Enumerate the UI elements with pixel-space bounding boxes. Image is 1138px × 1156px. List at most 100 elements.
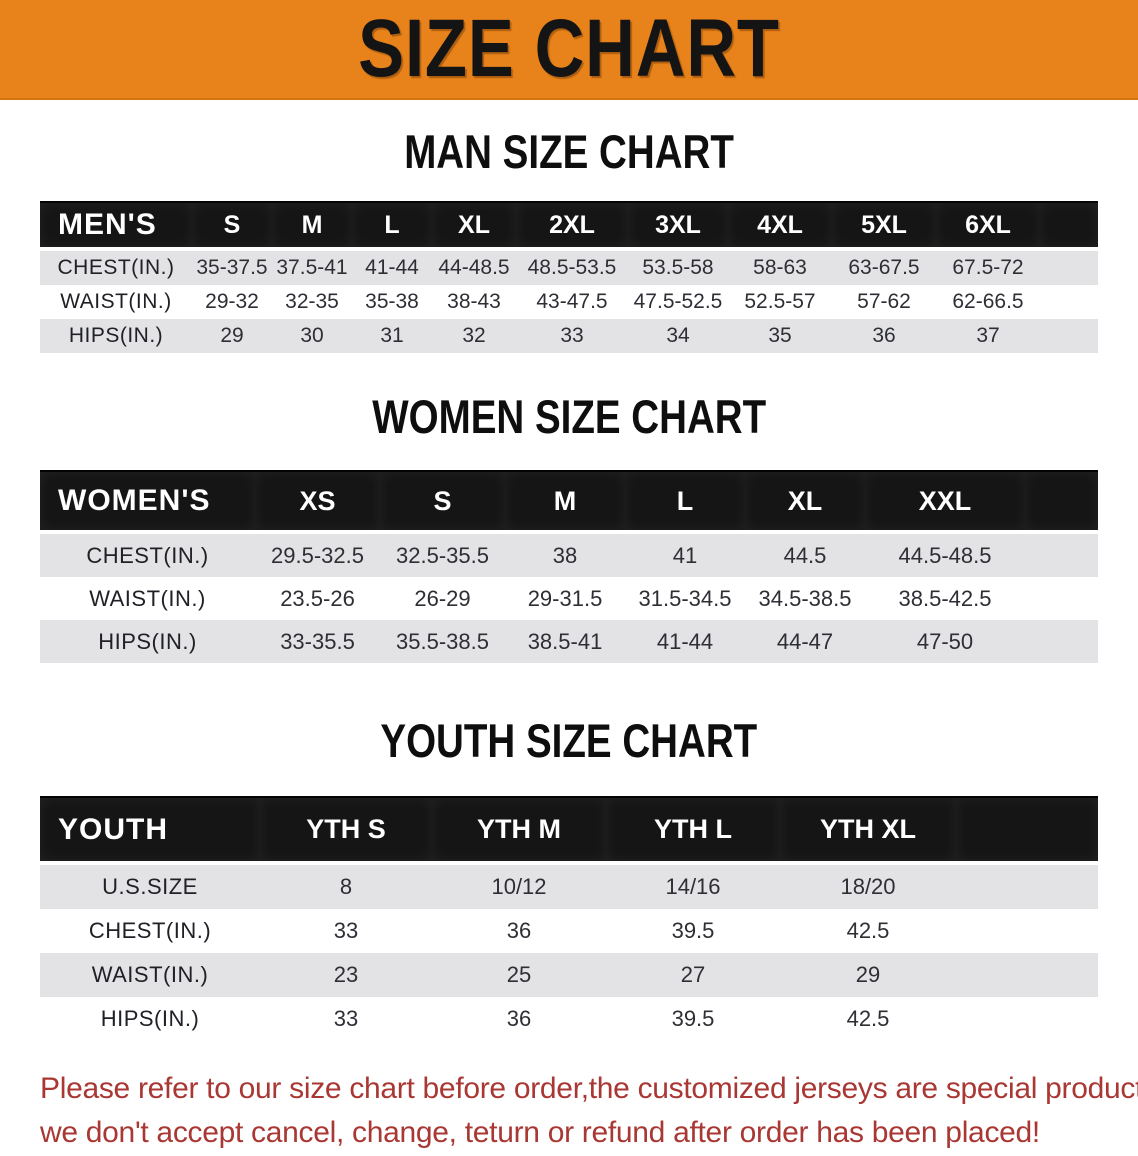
measurement-value: 29: [780, 953, 956, 997]
measurement-value: 38-43: [432, 285, 516, 319]
measurement-value: 43-47.5: [516, 285, 628, 319]
size-column-header: M: [505, 470, 625, 534]
measurement-value: 32: [432, 319, 516, 353]
measurement-value: 44.5: [745, 534, 865, 577]
measurement-value: 53.5-58: [628, 251, 728, 285]
disclaimer-line-1: Please refer to our size chart before or…: [40, 1072, 1138, 1105]
measurement-value: 47.5-52.5: [628, 285, 728, 319]
measurement-value: 44-47: [745, 620, 865, 663]
size-column-header: S: [192, 201, 272, 251]
size-table-row: HIPS(IN.) 33-35.5 35.5-38.5 38.5-41 41-44 44-…: [40, 620, 1098, 663]
size-table-row: WAIST(IN.) 29-32 32-35 35-38 38-43 43-47.5 47.…: [40, 285, 1098, 319]
measurement-label: WAIST(IN.): [40, 953, 260, 997]
women-size-table: WOMEN'S XS S M L XL XXL CHEST(IN.) 29.5-32.5 32.5…: [40, 470, 1098, 663]
measurement-value: 29-31.5: [505, 577, 625, 620]
measurement-value: 27: [606, 953, 780, 997]
measurement-value: 47-50: [865, 620, 1025, 663]
size-column-header: 4XL: [728, 201, 832, 251]
measurement-value: 52.5-57: [728, 285, 832, 319]
size-table-row: CHEST(IN.) 29.5-32.5 32.5-35.5 38 41 44.5 44.5…: [40, 534, 1098, 577]
youth-section-heading: YOUTH SIZE CHART: [0, 713, 1138, 768]
measurement-value: 35.5-38.5: [380, 620, 505, 663]
size-table-row: HIPS(IN.) 29 30 31 32 33 34 35 36 37: [40, 319, 1098, 353]
women-section-heading-text: WOMEN SIZE CHART: [372, 390, 766, 443]
measurement-value: 31: [352, 319, 432, 353]
measurement-value: 25: [432, 953, 606, 997]
measurement-value: 33: [260, 909, 432, 953]
size-column-header: 2XL: [516, 201, 628, 251]
men-section-heading-text: MAN SIZE CHART: [404, 125, 734, 178]
size-table-header-row: YOUTH YTH S YTH M YTH L YTH XL: [40, 796, 1098, 865]
measurement-value: 41-44: [625, 620, 745, 663]
size-column-header: 3XL: [628, 201, 728, 251]
measurement-value: 36: [832, 319, 936, 353]
size-chart-banner: SIZE CHART: [0, 0, 1138, 100]
size-table-row: HIPS(IN.) 33 36 39.5 42.5: [40, 997, 1098, 1041]
measurement-label: CHEST(IN.): [40, 534, 255, 577]
measurement-value: 67.5-72: [936, 251, 1040, 285]
row-spacer: [1025, 577, 1098, 620]
measurement-value: 38.5-42.5: [865, 577, 1025, 620]
measurement-value: 42.5: [780, 909, 956, 953]
size-column-header: XL: [745, 470, 865, 534]
row-spacer: [956, 909, 1098, 953]
size-table-row: U.S.SIZE 8 10/12 14/16 18/20: [40, 865, 1098, 909]
measurement-value: 14/16: [606, 865, 780, 909]
banner-title: SIZE CHART: [358, 3, 780, 94]
header-spacer: [956, 796, 1098, 865]
measurement-label: CHEST(IN.): [40, 909, 260, 953]
measurement-value: 39.5: [606, 909, 780, 953]
measurement-value: 41: [625, 534, 745, 577]
measurement-value: 18/20: [780, 865, 956, 909]
measurement-label: HIPS(IN.): [40, 620, 255, 663]
row-spacer: [956, 997, 1098, 1041]
size-column-header: YTH M: [432, 796, 606, 865]
measurement-label: HIPS(IN.): [40, 319, 192, 353]
measurement-value: 34: [628, 319, 728, 353]
measurement-value: 36: [432, 997, 606, 1041]
size-table-row: WAIST(IN.) 23.5-26 26-29 29-31.5 31.5-34.5 34…: [40, 577, 1098, 620]
measurement-value: 44.5-48.5: [865, 534, 1025, 577]
measurement-value: 44-48.5: [432, 251, 516, 285]
size-column-header: YTH L: [606, 796, 780, 865]
measurement-value: 23: [260, 953, 432, 997]
measurement-value: 42.5: [780, 997, 956, 1041]
measurement-value: 39.5: [606, 997, 780, 1041]
measurement-value: 38: [505, 534, 625, 577]
measurement-value: 62-66.5: [936, 285, 1040, 319]
size-column-header: 5XL: [832, 201, 936, 251]
measurement-value: 35-37.5: [192, 251, 272, 285]
measurement-value: 29: [192, 319, 272, 353]
size-table-row: CHEST(IN.) 35-37.5 37.5-41 41-44 44-48.5 48.5…: [40, 251, 1098, 285]
row-spacer: [1025, 620, 1098, 663]
row-spacer: [1040, 319, 1098, 353]
size-table-group-label: WOMEN'S: [40, 470, 255, 534]
measurement-value: 36: [432, 909, 606, 953]
measurement-value: 35-38: [352, 285, 432, 319]
size-column-header: L: [352, 201, 432, 251]
measurement-value: 57-62: [832, 285, 936, 319]
size-column-header: M: [272, 201, 352, 251]
disclaimer-line-2: we don't accept cancel, change, teturn o…: [40, 1116, 1040, 1150]
measurement-value: 41-44: [352, 251, 432, 285]
measurement-value: 34.5-38.5: [745, 577, 865, 620]
measurement-label: HIPS(IN.): [40, 997, 260, 1041]
size-table-row: CHEST(IN.) 33 36 39.5 42.5: [40, 909, 1098, 953]
size-column-header: L: [625, 470, 745, 534]
size-column-header: XS: [255, 470, 380, 534]
row-spacer: [956, 953, 1098, 997]
measurement-value: 31.5-34.5: [625, 577, 745, 620]
measurement-value: 38.5-41: [505, 620, 625, 663]
measurement-value: 37.5-41: [272, 251, 352, 285]
measurement-value: 26-29: [380, 577, 505, 620]
measurement-label: CHEST(IN.): [40, 251, 192, 285]
men-section-heading: MAN SIZE CHART: [0, 124, 1138, 179]
size-column-header: YTH S: [260, 796, 432, 865]
measurement-label: WAIST(IN.): [40, 577, 255, 620]
measurement-value: 32-35: [272, 285, 352, 319]
measurement-value: 37: [936, 319, 1040, 353]
size-column-header: XXL: [865, 470, 1025, 534]
measurement-value: 10/12: [432, 865, 606, 909]
youth-size-table: YOUTH YTH S YTH M YTH L YTH XL U.S.SIZE 8 10/12…: [40, 796, 1098, 1041]
men-size-table: MEN'S S M L XL 2XL 3XL 4XL 5XL 6XL CHEST(IN.) 35-37…: [40, 201, 1098, 353]
